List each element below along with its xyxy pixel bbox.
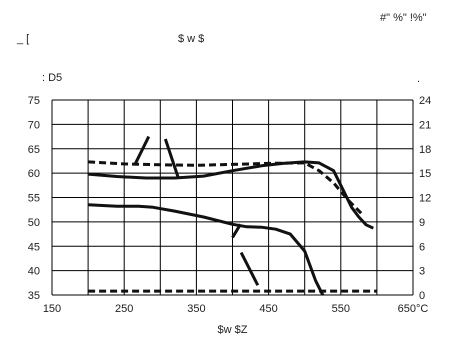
y-axis-label: : D5 [42,72,63,84]
annotation-stroke-2 [163,138,180,179]
y-right-tick-label: 24 [419,95,431,107]
x-tick-label: 350 [187,303,205,315]
y-left-tick-label: 45 [28,241,40,253]
annotation-stroke-4 [239,251,260,286]
x-axis-label: $w $Z [218,324,248,336]
x-tick-label: 650°C [398,303,429,315]
y-right-tick-label: 3 [419,266,425,278]
y-left-tick-label: 60 [28,168,40,180]
y-left-tick-label: 55 [28,193,40,205]
y-right-tick-label: 12 [419,193,431,205]
x-tick-label: 150 [43,303,61,315]
annotation-stroke-1 [133,135,151,166]
y-right-tick-label: 0 [419,290,425,302]
header-top-right: #" %" !%" [380,12,427,24]
y-right-tick-label: 9 [419,217,425,229]
y-left-tick-label: 50 [28,217,40,229]
x-tick-label: 250 [115,303,133,315]
series-line-3 [88,203,325,296]
annotation-stroke-3 [231,223,242,239]
series-line-2 [88,160,364,216]
grid [51,99,414,296]
series-line-1 [87,160,374,230]
header-line2-mid: $ w $ [178,33,205,45]
y-left-tick-label: 70 [28,119,40,131]
y-right-tick-label: 15 [419,168,431,180]
y-right-tick-label: 18 [419,144,431,156]
y-right-tick-label: 21 [419,119,431,131]
right-axis-mark: . [417,73,421,85]
x-tick-label: 450 [259,303,277,315]
x-tick-label: 550 [332,303,350,315]
y-left-tick-label: 65 [28,144,40,156]
y-left-tick-label: 35 [28,290,40,302]
y-left-tick-label: 75 [28,95,40,107]
y-left-tick-label: 40 [28,266,40,278]
header-line2-left: _ [ [17,33,30,45]
y-right-tick-label: 6 [419,241,425,253]
